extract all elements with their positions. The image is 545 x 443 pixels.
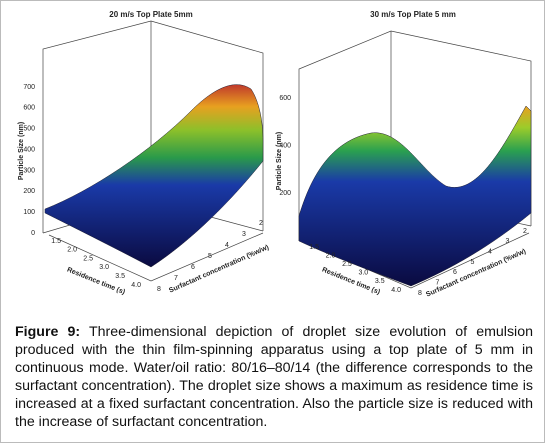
x-tick-label: 3.5 (375, 278, 385, 285)
caption-text: Three-dimensional depiction of droplet s… (15, 324, 533, 430)
surface (298, 105, 532, 287)
z-tick-label: 200 (23, 188, 35, 195)
z-tick-label: 200 (279, 190, 291, 197)
x-tick-label: 2.5 (342, 261, 352, 268)
caption-label: Figure 9: (15, 324, 81, 340)
z-tick-label: 600 (23, 105, 35, 112)
x-tick-label: 2.0 (326, 252, 336, 259)
y-tick-label: 3 (242, 231, 246, 238)
z-tick-label: 700 (23, 84, 35, 91)
z-tick-label: 400 (23, 146, 35, 153)
x-tick-label: 1.5 (309, 244, 319, 251)
z-axis-label: Particle Size (nm) (276, 132, 283, 190)
y-tick-label: 2 (259, 220, 263, 227)
y-tick-label: 4 (488, 249, 492, 256)
panel-title: 30 m/s Top Plate 5 mm (370, 10, 456, 19)
y-tick-label: 6 (191, 264, 195, 271)
x-tick-label: 4.0 (131, 282, 141, 289)
z-tick-label: 0 (31, 230, 35, 237)
x-tick-label: 3.5 (115, 273, 125, 280)
y-tick-label: 4 (225, 242, 229, 249)
plots: 20 m/s Top Plate 5mm 0 100 200 300 400 500 600 7… (18, 10, 532, 299)
z-tick-label: 500 (23, 126, 35, 133)
x-tick-label: 1.5 (51, 238, 61, 245)
surface (44, 84, 264, 268)
x-axis-label: Residence time (s) (66, 266, 126, 296)
axis-frame (48, 232, 264, 282)
z-tick-label: 600 (279, 95, 291, 102)
z-axis-label: Particle Size (nm) (18, 122, 25, 180)
z-tick-label: 300 (23, 167, 35, 174)
x-tick-label: 3.0 (358, 270, 368, 277)
x-tick-label: 4.0 (391, 287, 401, 294)
y-tick-label: 3 (506, 238, 510, 245)
y-tick-label: 7 (174, 275, 178, 282)
panel-title: 20 m/s Top Plate 5mm (109, 10, 192, 19)
y-tick-label: 6 (453, 269, 457, 276)
caption: Figure 9: Three-dimensional depiction of… (15, 323, 533, 431)
y-tick-label: 7 (436, 280, 440, 287)
y-tick-label: 5 (208, 253, 212, 260)
x-tick-label: 2.0 (67, 247, 77, 254)
y-tick-label: 5 (471, 259, 475, 266)
y-tick-label: 8 (418, 290, 422, 297)
x-tick-label: 2.5 (83, 255, 93, 262)
z-tick-label: 100 (23, 209, 35, 216)
y-tick-label: 2 (523, 228, 527, 235)
y-tick-label: 8 (157, 286, 161, 293)
z-tick-label: 400 (279, 142, 291, 149)
x-tick-label: 3.0 (99, 264, 109, 271)
